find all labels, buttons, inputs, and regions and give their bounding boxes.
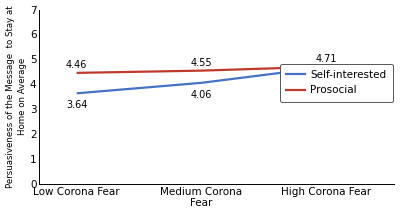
Y-axis label: Persuasiveness of the Message  to Stay at
Home on Average: Persuasiveness of the Message to Stay at…	[6, 6, 27, 188]
Prosocial	[324, 65, 328, 68]
Self-interested	[74, 92, 79, 95]
Self-interested	[199, 82, 204, 84]
Legend: Self-interested, Prosocial: Self-interested, Prosocial	[280, 64, 393, 102]
Self-interested	[324, 66, 328, 68]
Prosocial	[199, 69, 204, 72]
Prosocial	[74, 72, 79, 74]
Text: 4.71: 4.71	[315, 54, 337, 64]
Line: Self-interested: Self-interested	[77, 67, 326, 93]
Text: 4.69: 4.69	[315, 74, 336, 84]
Line: Prosocial: Prosocial	[77, 67, 326, 73]
Text: 4.06: 4.06	[190, 90, 212, 100]
Text: 3.64: 3.64	[66, 100, 87, 110]
Text: 4.55: 4.55	[190, 58, 212, 68]
Text: 4.46: 4.46	[66, 60, 87, 70]
